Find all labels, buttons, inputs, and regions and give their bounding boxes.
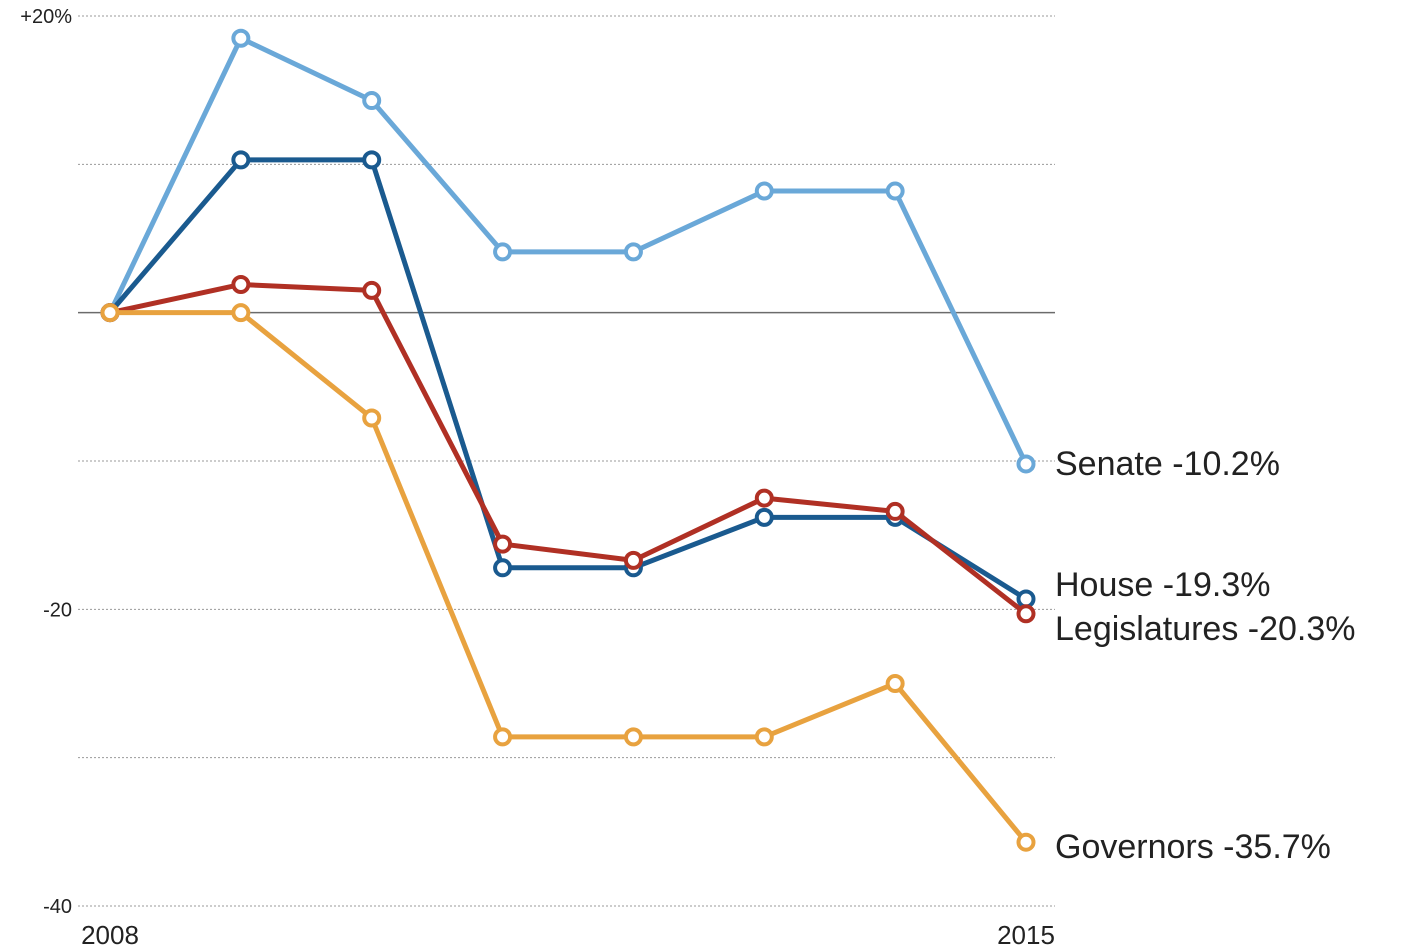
- data-point: [493, 534, 513, 554]
- data-point: [1016, 604, 1036, 624]
- data-point: [885, 674, 905, 693]
- series-line: [107, 157, 1029, 602]
- data-point: [885, 501, 905, 521]
- end-label-legislatures: Legislatures -20.3%: [1055, 610, 1356, 648]
- end-labels: Senate -10.2% House -19.3% Legislatures -2…: [1055, 445, 1356, 866]
- data-point: [623, 550, 643, 570]
- data-point: [231, 274, 251, 294]
- series-house: [100, 150, 1036, 609]
- gridlines: [78, 15, 1055, 907]
- data-point: [754, 488, 774, 508]
- y-tick-label: -40: [43, 896, 72, 918]
- series-governors: [100, 303, 1036, 852]
- data-point: [231, 28, 251, 48]
- data-point: [754, 181, 774, 201]
- x-tick-label: 2015: [997, 920, 1055, 949]
- data-point: [493, 558, 513, 578]
- end-label-senate: Senate -10.2%: [1055, 445, 1280, 483]
- data-point: [1016, 454, 1036, 474]
- x-axis-tick-labels: 2008 2015: [81, 920, 1055, 949]
- x-tick-label: 2008: [81, 920, 139, 949]
- data-point: [362, 280, 382, 300]
- data-point: [885, 181, 905, 201]
- series-senate: [100, 28, 1036, 474]
- data-point: [362, 150, 382, 170]
- data-point: [623, 727, 643, 747]
- data-point: [754, 507, 774, 527]
- y-tick-label: -20: [43, 599, 72, 621]
- end-label-governors: Governors -35.7%: [1055, 828, 1331, 866]
- data-point: [100, 303, 120, 323]
- series-group: [100, 28, 1036, 852]
- data-point: [493, 242, 513, 262]
- data-point: [1016, 832, 1036, 852]
- data-point: [493, 727, 513, 747]
- data-point: [1016, 589, 1036, 609]
- end-label-house: House -19.3%: [1055, 566, 1270, 604]
- data-point: [362, 408, 382, 428]
- series-line: [107, 281, 1029, 617]
- data-point: [623, 242, 643, 262]
- y-tick-label: +20%: [20, 6, 72, 28]
- series-line: [107, 310, 1029, 845]
- data-point: [231, 303, 251, 323]
- data-point: [231, 150, 251, 170]
- data-point: [754, 727, 774, 747]
- data-point: [362, 91, 382, 111]
- y-axis-tick-labels: +20% -20 -40: [20, 6, 72, 918]
- series-line: [107, 35, 1029, 467]
